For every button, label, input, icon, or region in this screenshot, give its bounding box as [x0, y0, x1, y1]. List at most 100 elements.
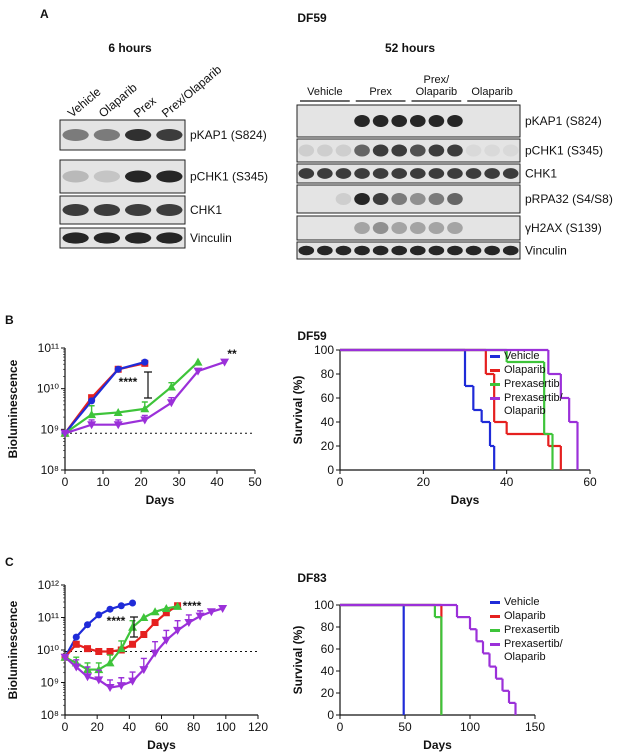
blot-label: Vinculin — [525, 244, 567, 258]
blot-band — [428, 144, 445, 157]
x-tick-label: 60 — [155, 720, 169, 734]
point — [173, 626, 183, 635]
blot-band — [447, 193, 463, 205]
group-label: Prex — [369, 86, 392, 98]
legend-label: Prexasertib — [504, 378, 560, 390]
blot-label: pCHK1 (S345) — [525, 144, 603, 158]
legend-swatch — [490, 397, 500, 400]
point — [95, 647, 103, 655]
blot-band — [409, 144, 426, 157]
point — [72, 640, 80, 648]
y-tick-label: 80 — [321, 620, 335, 634]
legend-item: Prexasertib — [490, 378, 580, 391]
y-axis-label: Survival (%) — [291, 626, 305, 695]
x-tick-label: 40 — [210, 475, 224, 489]
legend-item: Prexasertib — [490, 624, 580, 637]
point — [113, 421, 123, 430]
x-tick-label: 0 — [337, 720, 344, 734]
blot-band — [354, 168, 370, 179]
x-tick-label: 150 — [525, 720, 545, 734]
blot-band — [354, 222, 370, 234]
y-tick-label: 60 — [321, 642, 335, 656]
legend: Vehicle Olaparib Prexasertib Prexasertib/ O… — [490, 596, 580, 665]
blot-band — [428, 193, 445, 205]
blot-band — [465, 144, 482, 157]
legend-item: Vehicle — [490, 350, 580, 363]
point — [151, 619, 159, 627]
x-tick-label: 40 — [123, 720, 137, 734]
point — [114, 365, 122, 373]
point — [88, 397, 96, 405]
legend-label: Prexasertib/ Olaparib — [504, 638, 563, 663]
legend-swatch — [490, 629, 500, 632]
panel-title: DF83 — [297, 571, 327, 585]
y-tick-label: 10¹⁰ — [37, 643, 59, 657]
blot-band — [447, 222, 463, 234]
blot-band — [354, 115, 370, 127]
legend-swatch — [490, 355, 500, 358]
x-axis-label: Days — [146, 493, 175, 507]
point — [71, 663, 81, 672]
y-tick-label: 10⁸ — [41, 463, 59, 477]
panel-label: A — [40, 7, 49, 21]
y-axis-label: Survival (%) — [291, 376, 305, 445]
blot-band — [502, 245, 519, 256]
y-tick-label: 20 — [321, 439, 335, 453]
significance: **** — [107, 614, 126, 628]
point — [128, 622, 138, 631]
x-axis-label: Days — [451, 493, 480, 507]
blot-band — [317, 168, 333, 179]
blot-band — [391, 222, 408, 234]
blot-band — [298, 245, 315, 256]
blot-band — [484, 144, 500, 157]
blot-band — [409, 245, 426, 256]
blot-band — [93, 129, 120, 141]
legend-label: Vehicle — [504, 596, 540, 608]
blot-band — [391, 245, 408, 256]
blot-band — [93, 170, 120, 183]
blot-band — [372, 245, 389, 256]
blot-band — [428, 245, 445, 256]
y-tick-label: 10⁹ — [41, 676, 60, 690]
blot-band — [465, 168, 482, 179]
y-tick-label: 80 — [321, 367, 335, 381]
group-label: Vehicle — [307, 86, 343, 98]
y-axis-label: Bioluminescence — [6, 600, 20, 699]
blot-band — [391, 168, 408, 179]
legend-label: Vehicle — [504, 350, 540, 362]
point — [140, 404, 150, 413]
blot-band — [409, 222, 426, 234]
blot-band — [156, 232, 183, 244]
point — [150, 649, 160, 658]
blot-band — [484, 168, 500, 179]
point — [95, 611, 103, 619]
x-tick-label: 100 — [216, 720, 236, 734]
point — [140, 630, 148, 638]
blot-band — [125, 232, 152, 244]
point — [72, 633, 80, 641]
legend-swatch — [490, 369, 500, 372]
x-axis-label: Days — [423, 738, 452, 752]
y-tick-label: 0 — [327, 463, 334, 477]
blot-band — [156, 204, 183, 216]
point — [161, 636, 171, 645]
blot — [296, 104, 521, 138]
blot-group-title: 6 hours — [108, 41, 152, 55]
y-axis-label: Bioluminescence — [6, 359, 20, 458]
x-tick-label: 20 — [90, 720, 104, 734]
point — [162, 609, 170, 617]
blot-band — [391, 193, 408, 205]
point — [105, 684, 115, 693]
point — [87, 410, 97, 419]
y-tick-label: 20 — [321, 686, 335, 700]
blot-band — [335, 193, 352, 205]
legend-label: Olaparib — [504, 610, 546, 622]
blot — [296, 184, 521, 214]
point — [84, 645, 92, 653]
legend-label: Prexasertib — [504, 624, 560, 636]
blot-band — [372, 115, 389, 127]
point — [166, 382, 176, 391]
point — [161, 603, 171, 612]
point — [139, 613, 149, 621]
